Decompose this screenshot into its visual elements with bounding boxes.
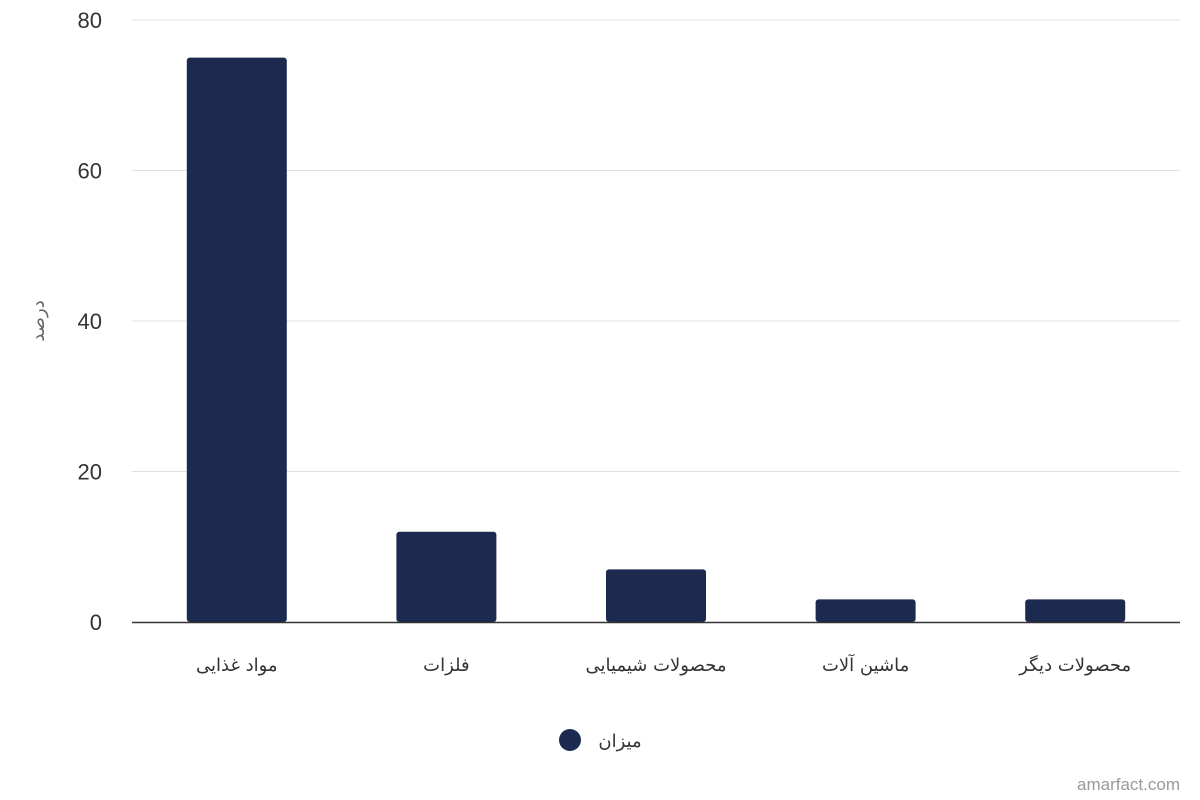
bar[interactable] xyxy=(1025,599,1126,622)
y-tick-label: 80 xyxy=(78,8,102,33)
y-axis-ticks: 0 20 40 60 80 xyxy=(78,8,102,635)
y-tick-label: 20 xyxy=(78,460,102,485)
x-category-label: محصولات شیمیایی xyxy=(586,655,727,676)
x-axis-categories: مواد غذایی فلزات محصولات شیمیایی ماشین آلات… xyxy=(196,653,1131,676)
bar[interactable] xyxy=(396,531,497,622)
y-tick-label: 60 xyxy=(78,159,102,184)
gridlines xyxy=(132,19,1180,472)
bars xyxy=(186,57,1126,622)
legend[interactable]: میزان xyxy=(559,729,642,752)
bar[interactable] xyxy=(186,57,287,622)
y-tick-label: 0 xyxy=(90,610,102,635)
x-category-label: ماشین آلات xyxy=(822,653,909,676)
x-category-label: محصولات دیگر xyxy=(1018,654,1131,676)
credits-link[interactable]: amarfact.com xyxy=(1077,775,1180,794)
bar[interactable] xyxy=(606,569,706,622)
y-tick-label: 40 xyxy=(78,309,102,334)
legend-label-series: میزان xyxy=(598,731,641,752)
x-category-label: فلزات xyxy=(423,655,469,676)
legend-marker xyxy=(559,729,581,751)
y-axis-title: درصد xyxy=(28,300,49,341)
x-category-label: مواد غذایی xyxy=(196,655,278,676)
bar[interactable] xyxy=(815,599,916,622)
